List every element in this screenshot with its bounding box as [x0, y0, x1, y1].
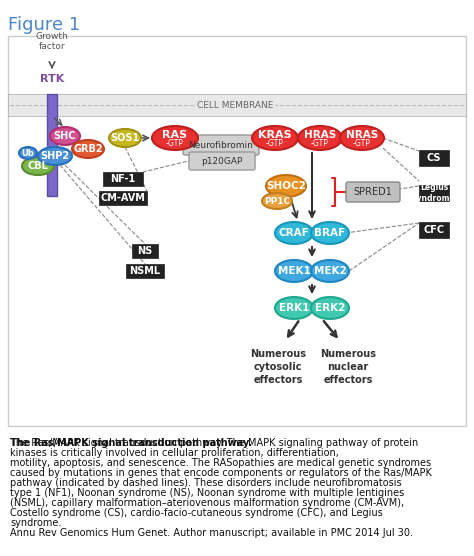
Text: Neurofibromin: Neurofibromin — [189, 141, 254, 150]
Bar — [419, 150, 449, 166]
Text: syndrome.: syndrome. — [10, 518, 61, 528]
Ellipse shape — [19, 147, 37, 159]
Text: SOS1: SOS1 — [110, 133, 140, 143]
Text: ERK2: ERK2 — [315, 303, 345, 313]
Text: pathway (indicated by dashed lines). These disorders include neurofibromatosis: pathway (indicated by dashed lines). The… — [10, 478, 401, 488]
Text: SHOC2: SHOC2 — [266, 181, 306, 191]
Ellipse shape — [311, 297, 349, 319]
Text: KRAS: KRAS — [258, 130, 292, 140]
Text: Annu Rev Genomics Hum Genet. Author manuscript; available in PMC 2014 Jul 30.: Annu Rev Genomics Hum Genet. Author manu… — [10, 528, 413, 538]
Bar — [419, 185, 449, 201]
Text: The Ras/MAPK signal transduction pathway. The MAPK signaling pathway of protein: The Ras/MAPK signal transduction pathway… — [10, 438, 418, 448]
Text: SHP2: SHP2 — [40, 151, 70, 161]
Text: -GTP: -GTP — [311, 138, 329, 147]
Text: Figure 1: Figure 1 — [8, 16, 80, 34]
Text: SHC: SHC — [54, 131, 76, 141]
Text: HRAS: HRAS — [304, 130, 336, 140]
Text: CFC: CFC — [423, 225, 445, 235]
Bar — [47, 94, 57, 196]
Ellipse shape — [152, 126, 198, 150]
Text: CELL MEMBRANE: CELL MEMBRANE — [197, 101, 273, 110]
Ellipse shape — [298, 126, 342, 150]
Bar — [99, 191, 147, 205]
Ellipse shape — [72, 140, 104, 158]
Bar — [419, 222, 449, 238]
Text: SPRED1: SPRED1 — [354, 187, 392, 197]
Ellipse shape — [311, 260, 349, 282]
Text: CM-AVM: CM-AVM — [100, 193, 146, 203]
Text: -GTP: -GTP — [266, 138, 284, 147]
Text: CRAF: CRAF — [279, 228, 310, 238]
Text: -GTP: -GTP — [166, 138, 184, 147]
FancyBboxPatch shape — [346, 182, 400, 202]
Text: caused by mutations in genes that encode components or regulators of the Ras/MAP: caused by mutations in genes that encode… — [10, 468, 432, 478]
Text: NSML: NSML — [129, 266, 161, 276]
Text: NS: NS — [137, 246, 153, 256]
Text: CS: CS — [427, 153, 441, 163]
Bar — [103, 172, 143, 186]
Ellipse shape — [340, 126, 384, 150]
Text: GRB2: GRB2 — [73, 144, 103, 154]
Text: Growth
factor: Growth factor — [36, 32, 68, 51]
Text: Numerous
nuclear
effectors: Numerous nuclear effectors — [320, 349, 376, 385]
Text: PP1C: PP1C — [264, 196, 290, 206]
Bar — [126, 264, 164, 278]
Text: The Ras/MAPK signal transduction pathway.: The Ras/MAPK signal transduction pathway… — [10, 438, 252, 448]
Text: CBL: CBL — [27, 161, 48, 171]
Text: -GTP: -GTP — [353, 138, 371, 147]
Text: RTK: RTK — [40, 74, 64, 84]
Ellipse shape — [275, 260, 313, 282]
Ellipse shape — [22, 157, 54, 175]
Ellipse shape — [311, 222, 349, 244]
Ellipse shape — [109, 129, 141, 147]
Ellipse shape — [50, 127, 80, 145]
Text: Numerous
cytosolic
effectors: Numerous cytosolic effectors — [250, 349, 306, 385]
Bar — [8, 36, 466, 426]
Bar — [132, 244, 158, 258]
Ellipse shape — [38, 147, 72, 165]
Ellipse shape — [275, 297, 313, 319]
Text: Legius
syndrome: Legius syndrome — [413, 183, 456, 203]
Text: MEK1: MEK1 — [278, 266, 310, 276]
Text: type 1 (NF1), Noonan syndrome (NS), Noonan syndrome with multiple lentigines: type 1 (NF1), Noonan syndrome (NS), Noon… — [10, 488, 404, 498]
Text: BRAF: BRAF — [314, 228, 346, 238]
Text: motility, apoptosis, and senescence. The RASopathies are medical genetic syndrom: motility, apoptosis, and senescence. The… — [10, 458, 431, 468]
Text: ERK1: ERK1 — [279, 303, 309, 313]
Text: NF-1: NF-1 — [110, 174, 136, 184]
Text: p120GAP: p120GAP — [201, 156, 243, 166]
Text: MEK2: MEK2 — [314, 266, 346, 276]
Ellipse shape — [262, 193, 292, 209]
Bar — [8, 94, 466, 116]
FancyBboxPatch shape — [183, 135, 259, 155]
Text: (NSML), capillary malformation–ateriovenous malformation syndrome (CM-AVM),: (NSML), capillary malformation–aterioven… — [10, 498, 404, 508]
Text: NRAS: NRAS — [346, 130, 378, 140]
Text: RAS: RAS — [163, 130, 188, 140]
FancyBboxPatch shape — [189, 152, 255, 170]
Ellipse shape — [275, 222, 313, 244]
Ellipse shape — [266, 175, 306, 197]
Text: Ub: Ub — [22, 148, 35, 157]
Text: kinases is critically involved in cellular proliferation, differentiation,: kinases is critically involved in cellul… — [10, 448, 339, 458]
Text: Costello syndrome (CS), cardio-facio-cutaneous syndrome (CFC), and Legius: Costello syndrome (CS), cardio-facio-cut… — [10, 508, 383, 518]
Ellipse shape — [252, 126, 298, 150]
